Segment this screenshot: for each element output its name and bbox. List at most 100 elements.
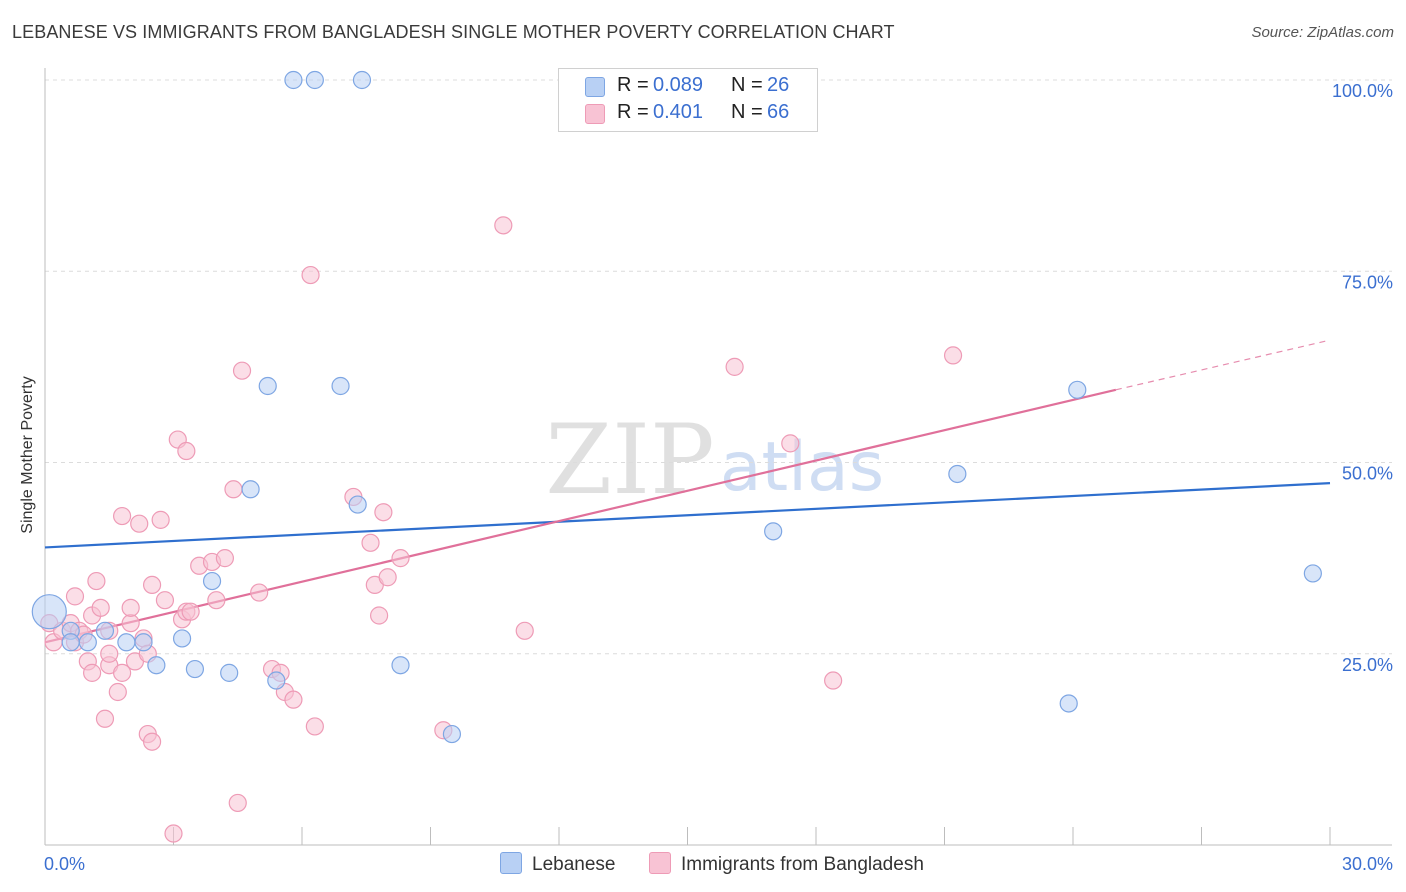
r-label: R = [617, 101, 649, 123]
bangladesh-point [151, 510, 170, 529]
legend-swatch-lebanese [500, 852, 522, 874]
lebanese-point [348, 495, 367, 514]
lebanese-point [185, 659, 205, 679]
n-value: 66 [767, 101, 790, 123]
lebanese-point [391, 656, 410, 675]
bangladesh-point [100, 644, 119, 663]
lebanese-point [948, 464, 967, 484]
lebanese-point [442, 724, 462, 744]
lebanese-point [284, 70, 303, 90]
y-tick-label: 75.0% [1342, 272, 1393, 292]
bangladesh-point [83, 663, 102, 682]
axes [44, 68, 1392, 846]
n-label: N = [731, 101, 763, 123]
x-tick-labels: 0.0% 30.0% [44, 854, 1393, 874]
r-value: 0.089 [653, 74, 704, 96]
lebanese-point [95, 621, 115, 640]
r-value: 0.401 [653, 101, 704, 123]
lebanese-point [117, 633, 136, 652]
lebanese-point [172, 629, 192, 648]
lebanese-point [220, 663, 239, 682]
y-tick-label: 100.0% [1332, 81, 1393, 101]
lebanese-points [31, 70, 1322, 744]
lebanese-point [31, 594, 67, 630]
n-label: N = [731, 74, 763, 96]
bangladesh-point [378, 568, 397, 587]
bangladesh-point [781, 434, 800, 453]
bangladesh-point [112, 506, 132, 526]
lebanese-point [258, 376, 277, 396]
lebanese-point [764, 522, 783, 541]
bangladesh-point [164, 824, 183, 843]
bangladesh-point [177, 441, 196, 461]
lebanese-point [78, 633, 97, 652]
bangladesh-point [301, 265, 320, 285]
bangladesh-point [181, 602, 200, 621]
watermark: ZIP atlas [545, 404, 884, 516]
bangladesh-points [40, 216, 963, 843]
x-tick-label: 30.0% [1342, 854, 1393, 874]
lebanese-point [147, 656, 166, 675]
bangladesh-point [112, 663, 132, 682]
bangladesh-point [370, 606, 389, 625]
bangladesh-point [232, 361, 252, 380]
y-tick-labels: 25.0% 50.0% 75.0% 100.0% [1332, 81, 1393, 675]
watermark-atlas: atlas [720, 428, 884, 507]
bangladesh-point [95, 709, 115, 728]
r-label: R = [617, 74, 649, 96]
bangladesh-point [91, 598, 110, 617]
bangladesh-point [361, 533, 380, 552]
bangladesh-point [725, 357, 744, 376]
bangladesh-point [130, 514, 149, 533]
bangladesh-point [87, 571, 106, 591]
stats-box: R = 0.089 N = 26 R = 0.401 N = 66 [558, 68, 818, 132]
lebanese-point [331, 376, 350, 396]
bangladesh-point [108, 682, 127, 702]
legend-swatch-bangladesh [649, 852, 671, 874]
bangladesh-point [155, 591, 175, 610]
bangladesh-point [224, 480, 243, 499]
bangladesh-point [494, 216, 513, 235]
lebanese-point [1059, 694, 1078, 713]
bangladesh-point [250, 583, 269, 602]
source-label: Source: ZipAtlas.com [1251, 24, 1394, 41]
bangladesh-point [121, 614, 140, 633]
bangladesh-point [391, 549, 410, 568]
lebanese-point [305, 70, 324, 90]
lebanese-point [1303, 564, 1322, 583]
bangladesh-point [65, 587, 85, 606]
legend-label-lebanese: Lebanese [532, 854, 616, 875]
y-tick-label: 50.0% [1342, 464, 1393, 484]
chart-title: LEBANESE VS IMMIGRANTS FROM BANGLADESH S… [12, 22, 895, 42]
lebanese-trend-line [44, 482, 1331, 549]
gridlines [45, 79, 1392, 655]
bangladesh-swatch [585, 104, 605, 124]
bangladesh-point [824, 671, 843, 690]
bangladesh-trend-extension [1115, 339, 1331, 391]
bangladesh-point [142, 575, 162, 595]
bangladesh-point [515, 621, 534, 640]
lebanese-swatch [585, 77, 605, 97]
y-tick-label: 25.0% [1342, 655, 1393, 675]
bangladesh-point [215, 549, 234, 568]
bangladesh-point [228, 793, 247, 813]
bangladesh-point [374, 503, 393, 522]
n-value: 26 [767, 74, 790, 96]
bangladesh-point [142, 732, 162, 751]
bangladesh-point [207, 591, 226, 610]
lebanese-point [202, 571, 222, 591]
legend-item-lebanese[interactable]: Lebanese [500, 852, 615, 876]
lebanese-point [267, 671, 286, 690]
bangladesh-point [284, 690, 303, 709]
bangladesh-point [305, 717, 324, 736]
lebanese-point [352, 70, 372, 90]
lebanese-point [134, 633, 153, 652]
watermark-zip: ZIP [545, 404, 714, 516]
bangladesh-point [943, 346, 963, 365]
legend-item-bangladesh[interactable]: Immigrants from Bangladesh [649, 852, 924, 876]
lebanese-point [241, 480, 260, 499]
lebanese-point [61, 633, 80, 652]
x-tick-label: 0.0% [44, 854, 85, 874]
bangladesh-point [121, 598, 140, 617]
